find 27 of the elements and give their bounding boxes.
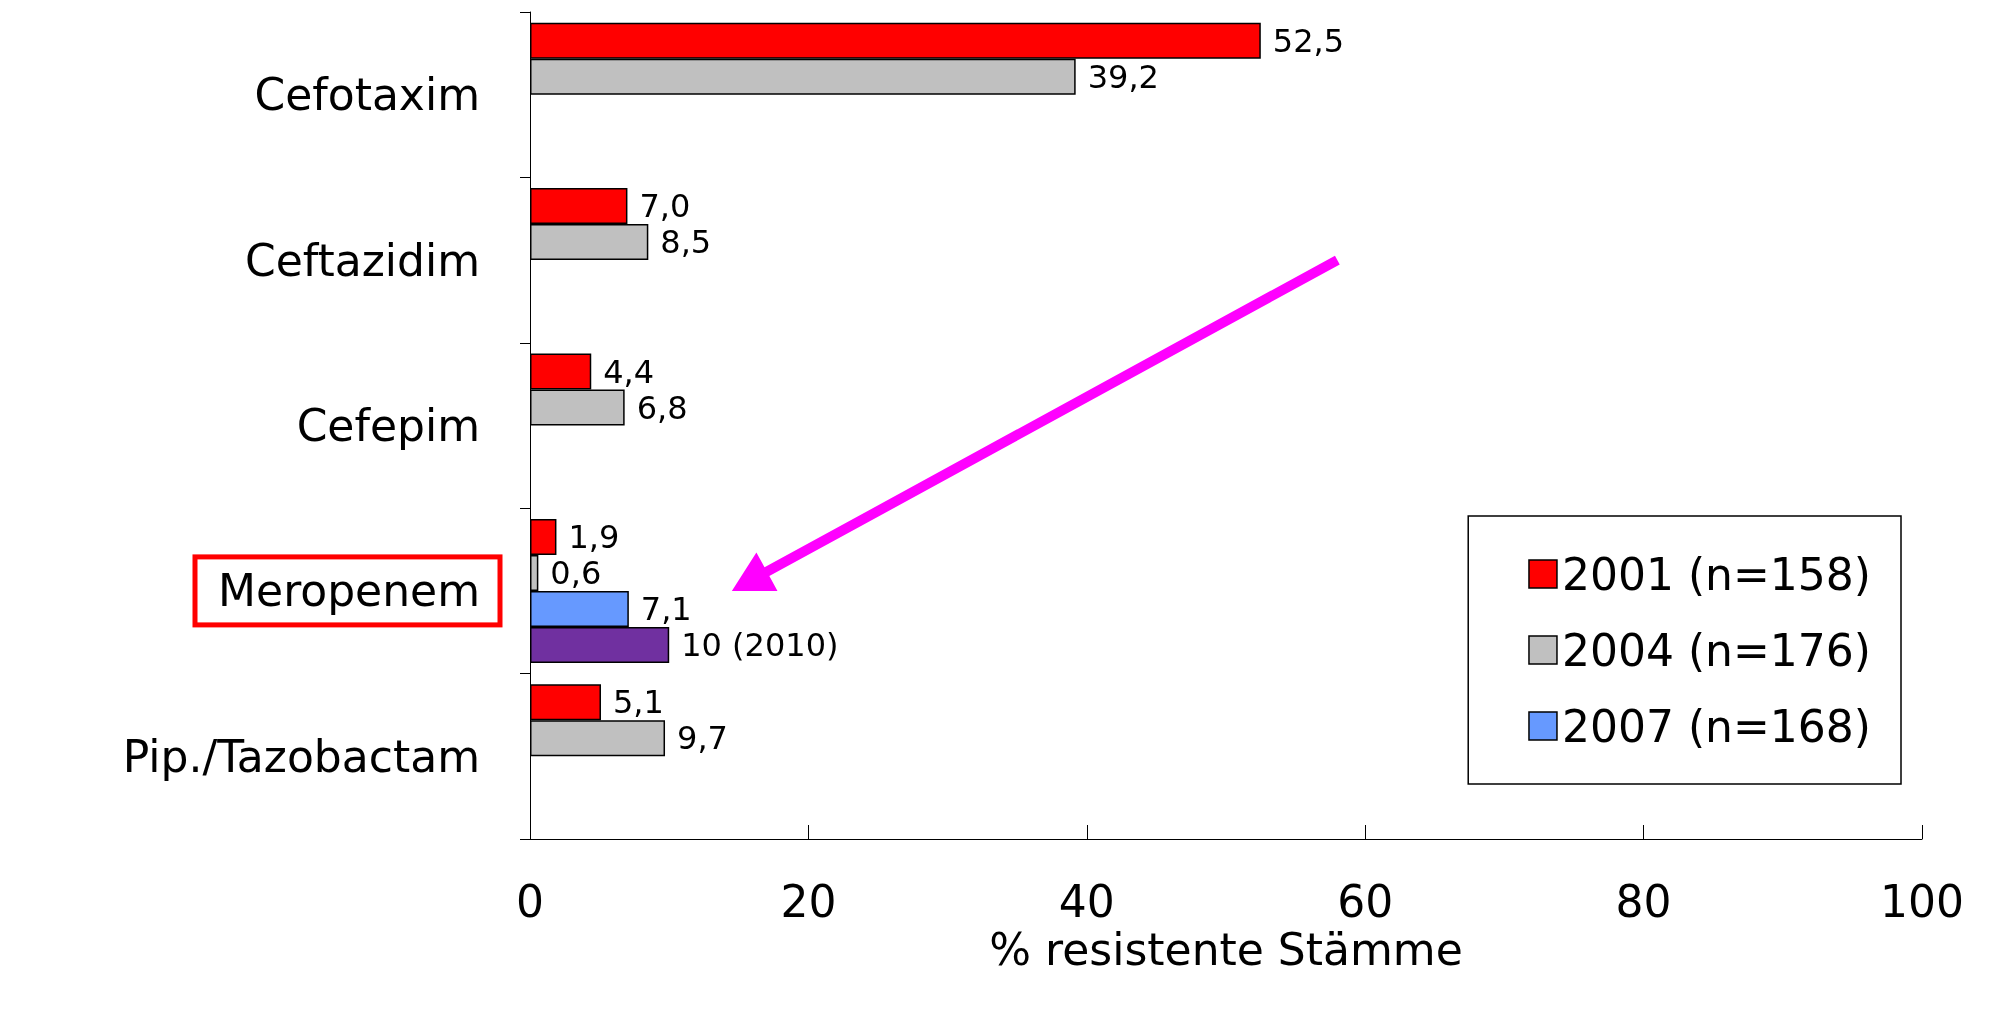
data-label: 0,6 [550, 553, 602, 592]
x-tick-label: 60 [1337, 875, 1394, 927]
x-axis-title: % resistente Stämme [989, 924, 1463, 976]
data-label: 52,5 [1272, 21, 1345, 60]
data-label: 6,8 [636, 388, 688, 427]
legend-label: 2007 (n=168) [1561, 700, 1871, 752]
data-label: 7,1 [640, 589, 692, 628]
data-label: 5,1 [612, 683, 664, 722]
x-tick-label: 20 [780, 875, 837, 927]
legend-label: 2004 (n=176) [1561, 624, 1871, 676]
x-tick-label: 80 [1615, 875, 1672, 927]
data-label: 7,0 [639, 187, 691, 226]
y-tick-label: Pip./Tazobactam [122, 730, 480, 782]
legend-label: 2001 (n=158) [1561, 548, 1871, 600]
data-label: 9,7 [677, 719, 728, 758]
data-label: 1,9 [568, 517, 620, 556]
y-tick-label: Cefotaxim [254, 69, 480, 121]
x-tick-label: 0 [516, 875, 544, 927]
y-tick-label: Meropenem [218, 565, 480, 617]
x-tick-label: 40 [1058, 875, 1115, 927]
data-label: 8,5 [660, 223, 712, 262]
y-tick-label: Cefepim [296, 400, 480, 451]
y-tick-label: Ceftazidim [244, 234, 480, 286]
data-label: 10 (2010) [681, 625, 839, 664]
x-tick-label: 100 [1880, 875, 1964, 927]
data-label: 39,2 [1087, 57, 1159, 96]
data-label: 4,4 [603, 352, 655, 391]
